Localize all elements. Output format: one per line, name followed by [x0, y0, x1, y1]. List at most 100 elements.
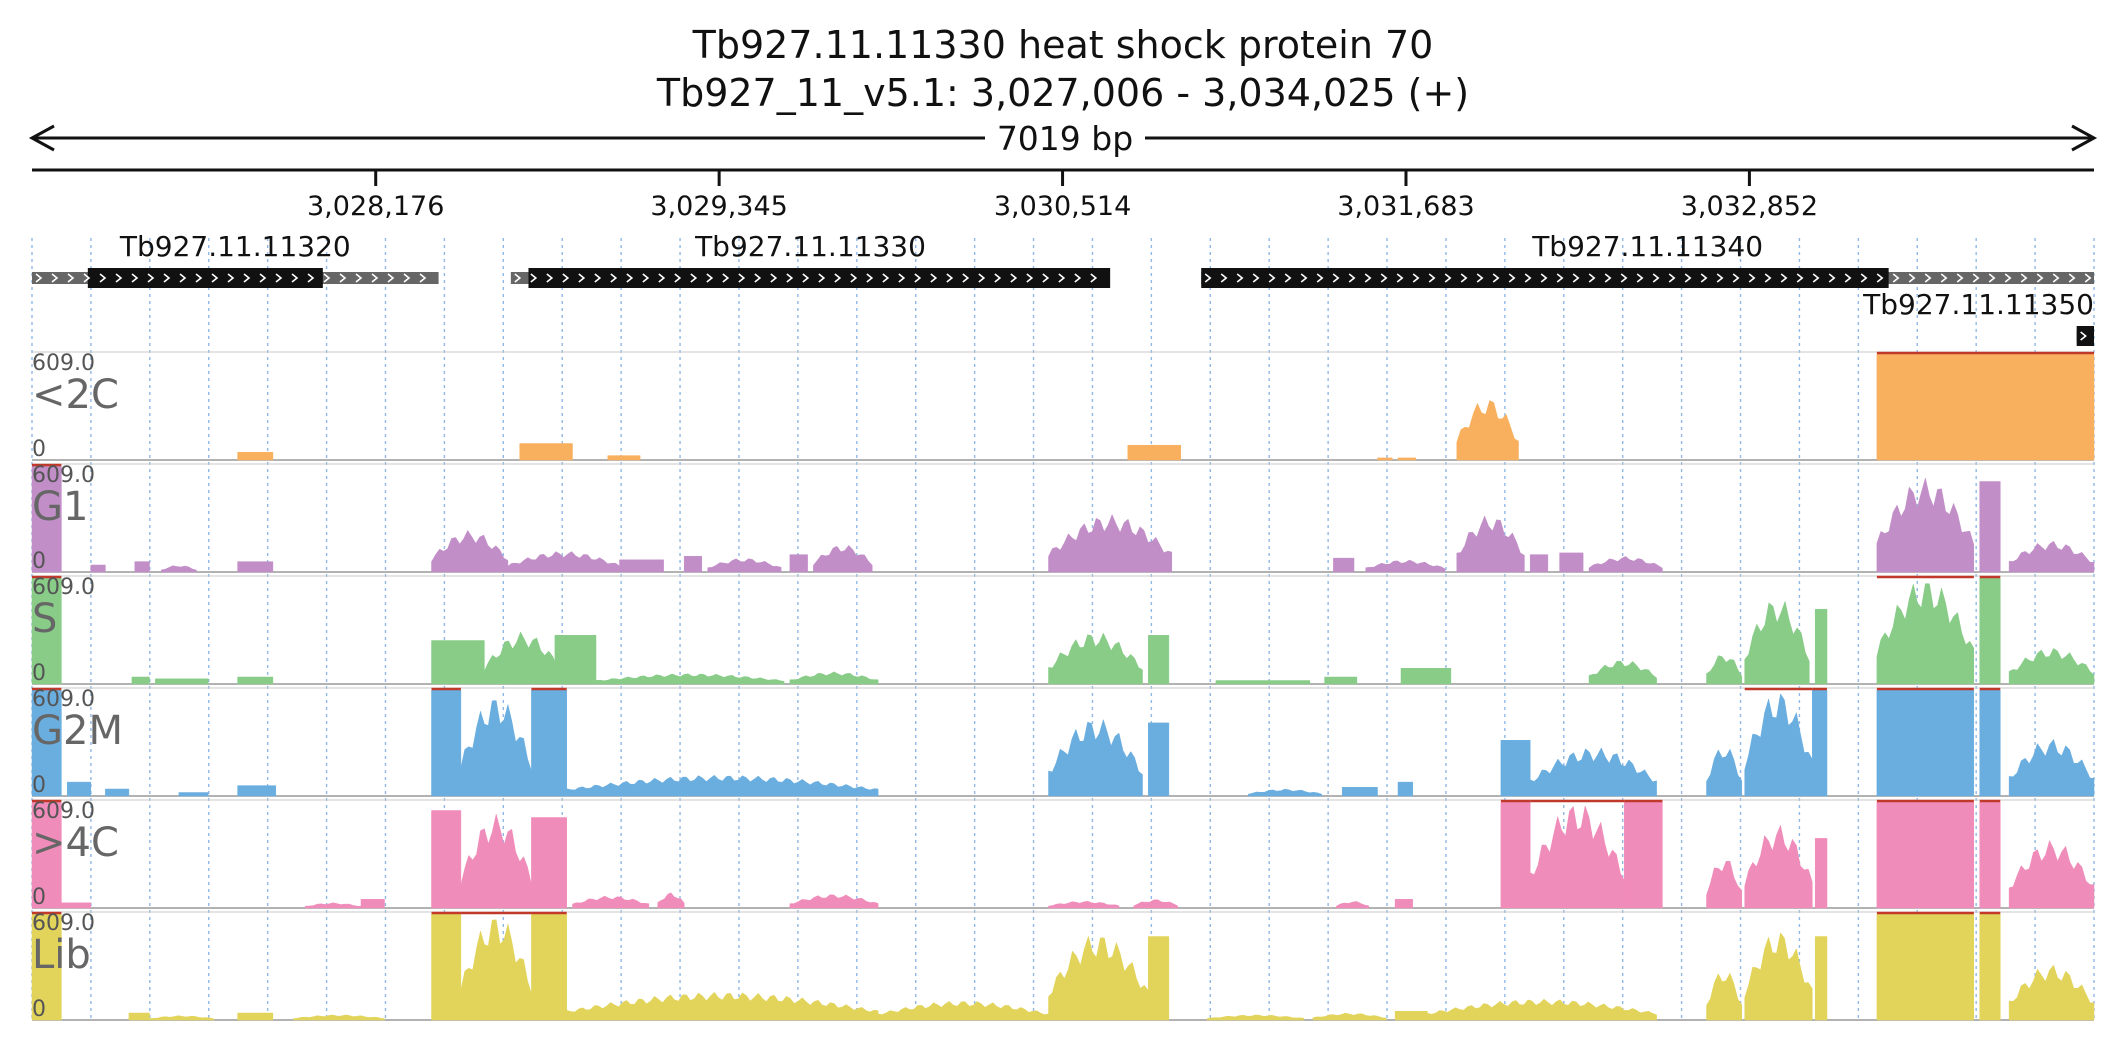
- strand-chevron: [626, 273, 634, 283]
- strand-chevron: [227, 273, 235, 283]
- strand-chevron: [2004, 273, 2012, 283]
- coverage-segment: [134, 561, 150, 573]
- track-max-label: 609.0: [32, 575, 95, 600]
- axis-tick-label: 3,031,683: [1337, 191, 1474, 222]
- strand-chevron: [2068, 273, 2076, 283]
- strand-chevron: [2020, 273, 2028, 283]
- coverage-segment: [1979, 577, 2001, 685]
- coverage-segment: [31, 689, 62, 797]
- track-min-label: 0: [32, 885, 46, 910]
- figure-title-line1: Tb927.11.11330 heat shock protein 70: [692, 23, 1434, 67]
- coverage-segment: [566, 774, 879, 797]
- coverage-segment: [1048, 935, 1149, 1021]
- coverage-segment: [1456, 400, 1519, 461]
- strand-chevron: [1732, 273, 1740, 283]
- coverage-segment: [1706, 655, 1743, 685]
- coverage-segment: [1814, 608, 1828, 685]
- axis-tick-label: 3,030,514: [994, 191, 1131, 222]
- strand-chevron: [1764, 273, 1772, 283]
- coverage-segment: [1588, 556, 1663, 573]
- coverage-segment: [31, 465, 62, 573]
- coverage-segment: [293, 1014, 385, 1021]
- coverage-track: 609.0>4C 0: [31, 799, 2095, 910]
- strand-chevron: [1220, 273, 1228, 283]
- span-arrow: 7019 bp: [28, 119, 2098, 158]
- strand-chevron: [243, 273, 251, 283]
- strand-chevron: [1074, 273, 1082, 283]
- coverage-segment: [431, 529, 509, 573]
- coverage-segment: [1148, 936, 1170, 1021]
- strand-chevron: [1300, 273, 1308, 283]
- strand-chevron: [1860, 273, 1868, 283]
- track-min-label: 0: [32, 437, 46, 462]
- coverage-segment: [1500, 740, 1531, 797]
- coverage-segment: [531, 913, 567, 1021]
- strand-chevron: [1492, 273, 1500, 283]
- gene-feature[interactable]: Tb927.11.11320: [32, 230, 439, 288]
- coverage-segment: [1529, 805, 1625, 909]
- strand-chevron: [1460, 273, 1468, 283]
- strand-chevron: [594, 273, 602, 283]
- gene-feature[interactable]: Tb927.11.11350: [1862, 288, 2094, 346]
- figure-title-line2: Tb927_11_v5.1: 3,027,006 - 3,034,025 (+): [656, 71, 1469, 115]
- strand-chevron: [1636, 273, 1644, 283]
- strand-chevron: [2036, 273, 2044, 283]
- genomic-axis-ticks: 3,028,176 3,029,345 3,030,514 3,031,683 3,03…: [307, 170, 1818, 222]
- strand-chevron: [1588, 273, 1596, 283]
- coverage-segment: [149, 1015, 215, 1021]
- coverage-segment: [531, 689, 567, 797]
- coverage-segment: [1876, 801, 1975, 909]
- strand-chevron: [1284, 273, 1292, 283]
- coverage-segment: [131, 676, 150, 685]
- coverage-segment: [1876, 478, 1975, 573]
- track-min-label: 0: [32, 549, 46, 574]
- gene-cds: [528, 268, 1111, 288]
- gene-feature[interactable]: Tb927.11.11340: [1201, 230, 2094, 288]
- coverage-segment: [1397, 457, 1416, 461]
- strand-chevron: [562, 273, 570, 283]
- coverage-segment: [2008, 738, 2095, 797]
- strand-chevron: [1058, 273, 1066, 283]
- coverage-segment: [484, 631, 562, 685]
- coverage-segment: [1876, 353, 2095, 461]
- track-min-label: 0: [32, 773, 46, 798]
- coverage-segment: [595, 673, 785, 685]
- coverage-segment: [1706, 748, 1743, 797]
- coverage-segment: [1979, 481, 2001, 573]
- coverage-segment: [1394, 1011, 1428, 1021]
- coverage-segment: [1529, 747, 1657, 797]
- span-arrowhead-right: [2071, 124, 2098, 152]
- strand-chevron: [211, 273, 219, 283]
- strand-chevron: [1540, 273, 1548, 283]
- strand-chevron: [1812, 273, 1820, 283]
- coverage-segment: [1397, 781, 1413, 797]
- coverage-segment: [237, 676, 274, 685]
- coverage-segment: [2008, 540, 2095, 573]
- coverage-segment: [2008, 964, 2095, 1021]
- track-max-label: 609.0: [32, 351, 95, 376]
- strand-chevron: [962, 273, 970, 283]
- coverage-segment: [1624, 801, 1663, 909]
- coverage-segment: [1559, 552, 1584, 573]
- axis-tick-label: 3,029,345: [650, 191, 787, 222]
- span-arrowhead-left: [28, 124, 55, 152]
- coverage-segment: [1706, 972, 1743, 1021]
- coverage-segment: [155, 678, 209, 685]
- gene-label: Tb927.11.11330: [694, 230, 926, 263]
- coverage-segment: [1744, 600, 1810, 685]
- coverage-segment: [1812, 689, 1828, 797]
- strand-chevron: [738, 273, 746, 283]
- coverage-segment: [519, 443, 573, 461]
- strand-chevron: [2084, 273, 2092, 283]
- strand-chevron: [1700, 273, 1708, 283]
- coverage-segment: [105, 788, 130, 797]
- coverage-segment: [61, 902, 92, 909]
- coverage-segment: [237, 561, 274, 573]
- coverage-tracks: 609.0<2C0609.0G10609.0S0609.0G2M0609.0>4…: [31, 351, 2095, 1022]
- gene-feature[interactable]: Tb927.11.11330: [510, 230, 1111, 288]
- strand-chevron: [275, 273, 283, 283]
- strand-chevron: [1252, 273, 1260, 283]
- coverage-segment: [1324, 676, 1358, 685]
- strand-chevron: [83, 273, 91, 283]
